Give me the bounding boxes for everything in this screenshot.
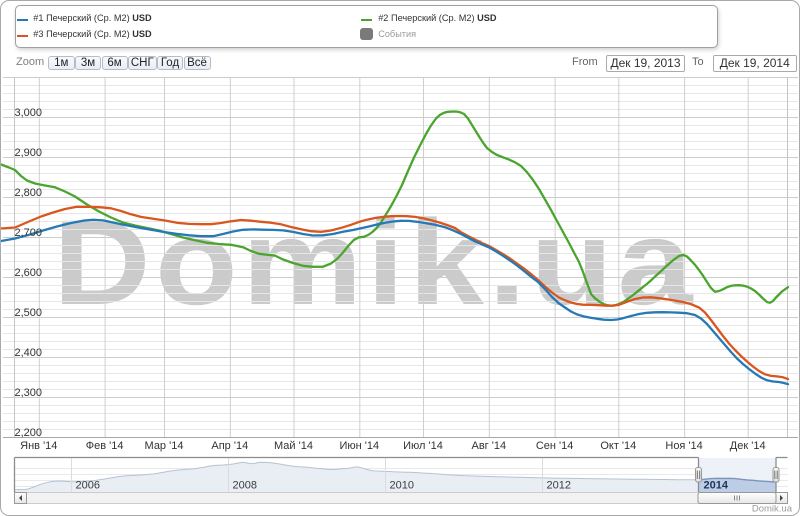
svg-text:Май '14: Май '14 [274,440,313,452]
svg-text:2,300: 2,300 [15,387,43,399]
svg-text:2,900: 2,900 [15,147,43,159]
svg-text:Июл '14: Июл '14 [403,440,443,452]
svg-text:Сен '14: Сен '14 [536,440,574,452]
svg-text:2,800: 2,800 [15,187,43,199]
svg-text:Дек '14: Дек '14 [730,440,766,452]
svg-text:Апр '14: Апр '14 [211,440,248,452]
svg-text:2,600: 2,600 [15,267,43,279]
svg-text:Мар '14: Мар '14 [145,440,184,452]
svg-text:Domik.ua: Domik.ua [752,504,793,515]
svg-text:2,400: 2,400 [15,347,43,359]
svg-text:2010: 2010 [390,480,414,492]
svg-text:2014: 2014 [704,480,729,492]
svg-text:2008: 2008 [233,480,257,492]
svg-text:2,700: 2,700 [15,227,43,239]
svg-text:Июн '14: Июн '14 [339,440,379,452]
svg-text:Янв '14: Янв '14 [20,440,57,452]
svg-text:3,000: 3,000 [15,107,43,119]
svg-text:Фев '14: Фев '14 [86,440,124,452]
svg-text:Авг '14: Авг '14 [472,440,507,452]
svg-text:Окт '14: Окт '14 [600,440,636,452]
svg-text:2012: 2012 [547,480,571,492]
svg-text:Ноя '14: Ноя '14 [665,440,702,452]
svg-text:2,200: 2,200 [15,427,43,439]
svg-text:2006: 2006 [76,480,100,492]
svg-text:2,500: 2,500 [15,307,43,319]
